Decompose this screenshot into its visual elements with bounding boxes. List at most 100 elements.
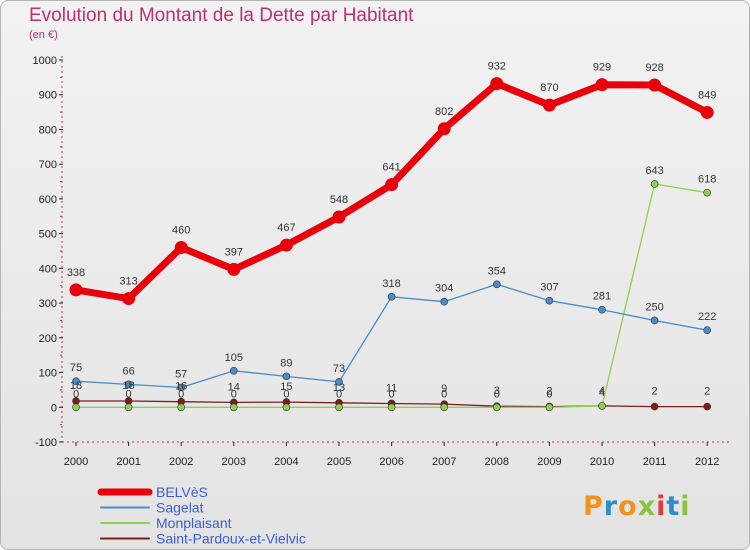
data-label: 460: [172, 225, 190, 237]
x-tick-label: 2000: [64, 456, 88, 468]
chart-title: Evolution du Montant de la Dette par Hab…: [29, 5, 414, 26]
y-tick-label: 700: [39, 159, 57, 171]
data-label: 802: [435, 106, 453, 118]
data-label: 4: [599, 385, 605, 397]
data-point: [490, 77, 504, 91]
x-tick-label: 2011: [643, 456, 667, 468]
data-point: [437, 122, 451, 136]
data-label: 222: [698, 311, 716, 323]
data-label: 929: [593, 62, 611, 74]
data-label: 0: [441, 388, 447, 400]
data-point: [69, 283, 83, 297]
data-label: 643: [645, 165, 663, 177]
y-tick-label: 1000: [33, 55, 57, 67]
y-tick-label: 200: [39, 333, 57, 345]
logo-letter: P: [583, 491, 604, 522]
x-tick-label: 2009: [537, 456, 561, 468]
data-point: [542, 98, 556, 112]
x-tick-label: 2005: [327, 456, 351, 468]
data-point: [387, 293, 396, 301]
data-point: [282, 372, 291, 381]
data-label: 15: [280, 381, 292, 393]
legend-label: Saint-Pardoux-et-Vielvic: [156, 531, 306, 547]
data-label: 318: [382, 278, 400, 290]
data-label: 0: [494, 388, 500, 400]
data-point: [230, 367, 238, 375]
data-point: [492, 280, 501, 289]
x-tick-label: 2001: [116, 456, 140, 468]
data-label: 18: [70, 380, 82, 392]
data-label: 0: [283, 388, 289, 400]
data-point: [650, 180, 659, 188]
logo-letter: t: [666, 491, 681, 522]
data-point: [703, 188, 712, 197]
logo-letter: r: [603, 491, 619, 522]
data-label: 89: [280, 357, 292, 369]
y-tick-label: 300: [39, 298, 57, 310]
data-point: [492, 403, 501, 412]
x-tick-label: 2003: [222, 456, 246, 468]
data-point: [124, 403, 133, 412]
legend-label: Monplaisant: [156, 515, 232, 531]
data-point: [545, 296, 554, 305]
data-point: [700, 105, 714, 119]
logo-letter: i: [656, 491, 667, 522]
data-point: [650, 316, 659, 325]
data-point: [177, 383, 185, 392]
data-point: [177, 403, 185, 412]
data-point: [335, 378, 343, 386]
y-tick-label: -100: [35, 437, 57, 449]
legend-label: BELVèS: [156, 484, 208, 500]
proxiti-logo: Proxiti: [583, 491, 691, 522]
data-point: [227, 262, 241, 276]
data-label: 2: [652, 386, 658, 398]
data-label: 313: [119, 276, 137, 288]
x-tick-label: 2008: [485, 456, 509, 468]
data-label: 2: [546, 386, 552, 398]
data-point: [648, 78, 662, 92]
y-tick-label: 900: [39, 90, 57, 102]
data-label: 0: [178, 388, 184, 400]
data-point: [650, 402, 659, 411]
data-label: 3: [494, 385, 500, 397]
y-tick-label: 800: [39, 124, 57, 136]
chart-unit: (en €): [29, 29, 58, 41]
data-label: 354: [488, 265, 506, 277]
data-label: 281: [593, 291, 611, 303]
data-label: 73: [333, 363, 345, 375]
data-label: 9: [441, 383, 447, 395]
y-tick-label: 500: [39, 229, 57, 241]
x-tick-label: 2002: [169, 456, 193, 468]
x-tick-label: 2007: [432, 456, 456, 468]
data-label: 870: [540, 82, 558, 94]
data-label: 18: [122, 380, 134, 392]
data-label: 618: [698, 174, 716, 186]
data-point: [703, 402, 712, 411]
x-tick-label: 2010: [590, 456, 614, 468]
data-label: 641: [382, 162, 400, 174]
data-point: [230, 403, 238, 412]
data-label: 0: [389, 388, 395, 400]
data-point: [332, 210, 346, 224]
data-label: 2: [704, 386, 710, 398]
data-label: 4: [599, 387, 605, 399]
y-tick-label: 400: [39, 263, 57, 275]
logo-letter: i: [680, 491, 691, 522]
data-label: 13: [333, 382, 345, 394]
data-point: [598, 305, 606, 314]
x-tick-label: 2006: [379, 456, 403, 468]
data-label: 932: [488, 61, 506, 73]
data-label: 928: [645, 62, 663, 74]
data-label: 304: [435, 283, 453, 295]
data-point: [545, 403, 554, 412]
data-label: 14: [228, 381, 240, 393]
data-label: 307: [540, 282, 558, 294]
data-point: [279, 238, 293, 252]
data-label: 467: [277, 222, 295, 234]
x-tick-label: 2012: [695, 456, 719, 468]
logo-letter: o: [618, 491, 638, 522]
y-tick-label: 600: [39, 194, 57, 206]
data-point: [174, 241, 188, 255]
y-tick-label: 0: [51, 402, 57, 414]
